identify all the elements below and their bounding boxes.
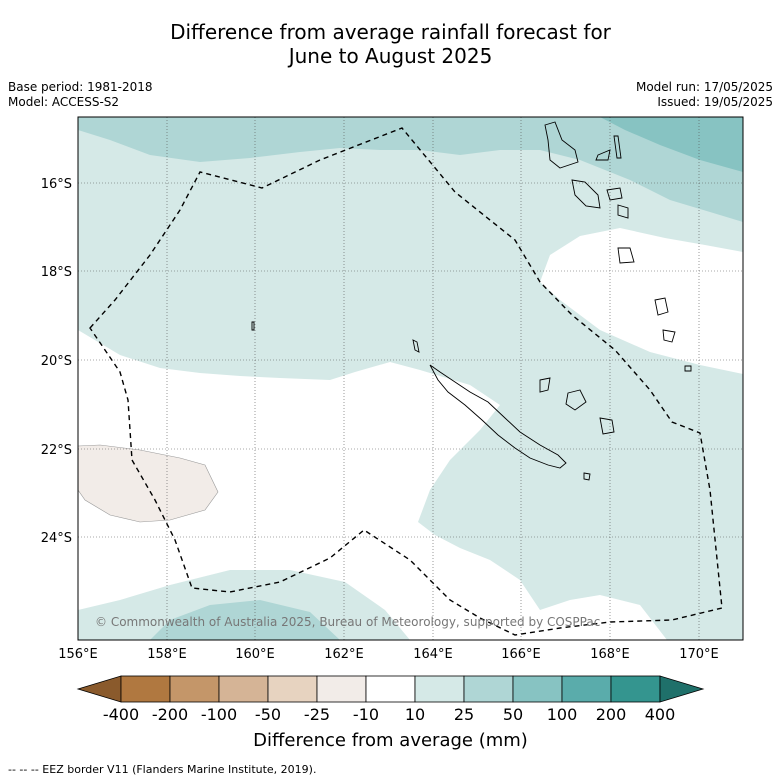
colorbar-tick-label: -50 (254, 705, 282, 724)
wet-mid-region (78, 117, 743, 222)
meta-left: Base period: 1981-2018 Model: ACCESS-S2 (8, 80, 153, 110)
title-line-1: Difference from average rainfall forecas… (170, 20, 611, 44)
colorbar-title: Difference from average (mm) (253, 730, 528, 751)
lat-tick-label: 22°S (41, 443, 72, 458)
vanuatu-island-3 (613, 135, 622, 159)
eez-border (89, 127, 723, 636)
meta-right: Model run: 17/05/2025 Issued: 19/05/2025 (636, 80, 773, 110)
lon-tick-label: 160°E (235, 647, 275, 662)
map-fill-layer (78, 117, 743, 640)
wet-light-region (78, 117, 743, 640)
colorbar-swatch (169, 675, 220, 703)
lat-tick-label: 24°S (41, 531, 72, 546)
copyright-text: © Commonwealth of Australia 2025, Bureau… (95, 615, 600, 629)
base-period-label: Base period: 1981-2018 (8, 80, 153, 94)
colorbar-extend-low (76, 675, 122, 703)
map-frame (77, 116, 744, 641)
colorbar-tick-label: -400 (102, 705, 140, 724)
lon-tick-label: 170°E (679, 647, 719, 662)
lon-tick-label: 162°E (324, 647, 364, 662)
loyalty-island-2 (565, 389, 587, 411)
island-small-1 (583, 472, 591, 481)
vanuatu-island-6 (617, 204, 629, 219)
vanuatu-island-2 (595, 149, 611, 161)
lon-tick-label: 164°E (413, 647, 453, 662)
colorbar-swatch (610, 675, 661, 703)
dry-region (78, 444, 219, 523)
colorbar-tick-label: 50 (502, 705, 524, 724)
wet-strong-region (600, 117, 743, 172)
coastlines (251, 121, 692, 481)
loyalty-island-4 (654, 297, 669, 316)
colorbar-tick-label: -100 (200, 705, 238, 724)
colorbar-swatch (463, 675, 514, 703)
issued-label: Issued: 19/05/2025 (657, 95, 773, 109)
colorbar-tick-label: 200 (595, 705, 627, 724)
colorbar-swatch (316, 675, 367, 703)
colorbar-swatch (561, 675, 612, 703)
vanuatu-island-1 (544, 121, 579, 169)
latitude-labels: 16°S 18°S 20°S 22°S 24°S (41, 177, 72, 546)
colorbar-swatch (414, 675, 465, 703)
colorbar-tick-label: 10 (404, 705, 426, 724)
lon-tick-label: 158°E (147, 647, 187, 662)
map-gridlines (78, 117, 743, 640)
vanuatu-island-4 (571, 179, 601, 209)
wet-mid-region-south (150, 600, 340, 640)
lon-tick-label: 166°E (501, 647, 541, 662)
eez-footnote: -- -- -- EEZ border V11 (Flanders Marine… (8, 763, 317, 776)
model-run-label: Model run: 17/05/2025 (635, 80, 773, 94)
colorbar-swatch (267, 675, 318, 703)
loyalty-island-5 (662, 329, 676, 343)
loyalty-island-1 (539, 377, 551, 393)
colorbar-extend-high (659, 675, 705, 703)
colorbar-tick-label: 400 (644, 705, 676, 724)
colorbar-tick-label: 100 (546, 705, 578, 724)
new-caledonia-island (429, 364, 567, 469)
lon-tick-label: 168°E (590, 647, 630, 662)
island-small-3 (251, 321, 255, 331)
vanuatu-island-5 (606, 187, 623, 201)
island-small-4 (412, 339, 420, 353)
colorbar-swatch (218, 675, 269, 703)
lat-tick-label: 16°S (41, 177, 72, 192)
chart-title: Difference from average rainfall forecas… (0, 20, 781, 68)
vanuatu-island-7 (617, 247, 635, 264)
loyalty-island-3 (599, 417, 615, 435)
colorbar-swatch (365, 675, 416, 703)
title-line-2: June to August 2025 (288, 44, 493, 68)
longitude-labels: 156°E 158°E 160°E 162°E 164°E 166°E 168°… (58, 647, 719, 662)
colorbar (76, 675, 705, 703)
colorbar-tick-label: -10 (352, 705, 380, 724)
model-label: Model: ACCESS-S2 (8, 95, 120, 109)
lat-tick-label: 20°S (41, 354, 72, 369)
lat-tick-label: 18°S (41, 265, 72, 280)
colorbar-tick-label: -200 (151, 705, 189, 724)
colorbar-swatch (120, 675, 171, 703)
island-small-2 (684, 365, 692, 372)
colorbar-swatch (512, 675, 563, 703)
lon-tick-label: 156°E (58, 647, 98, 662)
colorbar-tick-label: 25 (453, 705, 475, 724)
colorbar-tick-label: -25 (303, 705, 331, 724)
